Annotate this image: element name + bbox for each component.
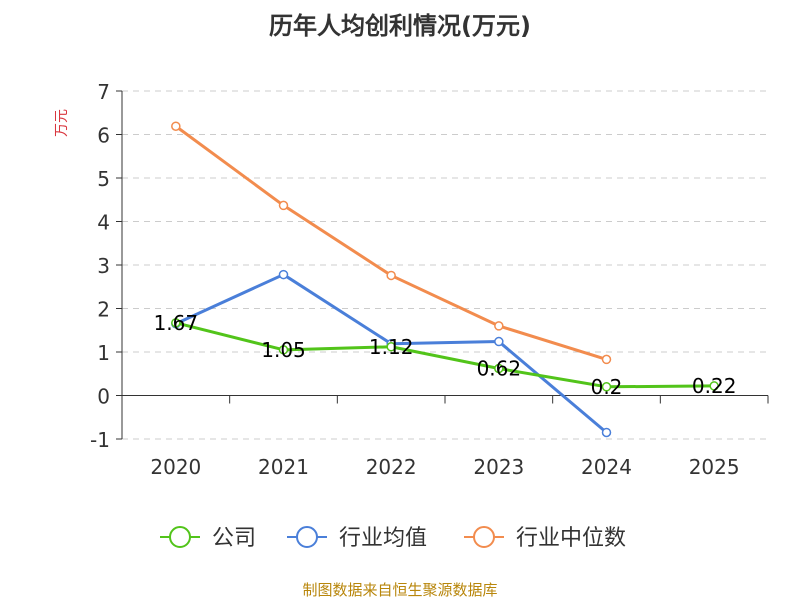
x-tick-label: 2022 [366,455,417,479]
y-tick-label: 1 [97,341,110,365]
legend-label: 行业中位数 [516,526,626,551]
y-axis-title: 万元 [54,109,70,137]
data-point [601,354,612,365]
series-line [174,125,607,361]
data-point [494,336,504,347]
x-tick-label: 2023 [473,455,524,479]
data-point [278,269,289,280]
data-point [494,363,504,374]
legend-label: 行业均值 [339,526,427,551]
chart-title: 历年人均创利情况(万元) [269,12,531,40]
series-line [175,321,715,389]
legend-marker [169,526,191,548]
data-labels: 1.67 1.05 1.12 0.62 0.2 0.22 [154,311,737,399]
x-tick-label: 2025 [689,455,740,479]
data-label: 0.2 [591,375,623,399]
data-point [386,270,396,281]
legend-marker [473,526,495,548]
data-point [278,345,289,355]
y-tick-label: 0 [97,385,110,409]
y-tick-label: 4 [97,211,110,235]
data-point [601,427,612,438]
data-point [386,342,396,352]
y-tick-label: 2 [97,298,110,322]
data-label: 0.22 [692,374,737,398]
x-tick-label: 2024 [581,455,632,479]
data-point [171,121,181,131]
grid-lines [122,90,768,440]
y-tick-label: 7 [97,80,110,104]
series-lines [171,121,719,438]
y-tick-label: 5 [97,167,110,191]
legend-marker [296,526,318,548]
data-point [494,321,504,331]
source-note: 制图数据来自恒生聚源数据库 [302,581,498,599]
data-label: 1.67 [154,311,199,335]
legend: 公司 行业均值 行业中位数 [160,526,626,551]
y-tick-label: 3 [97,254,110,278]
y-tick-label: -1 [90,428,110,452]
data-point [278,200,289,211]
legend-label: 公司 [212,526,256,551]
x-tick-label: 2021 [258,455,309,479]
data-point [171,318,181,328]
x-tick-label: 2020 [150,455,201,479]
data-point [709,381,719,391]
data-label: 0.62 [477,357,522,381]
data-label: 1.12 [369,335,414,359]
y-tick-label: 6 [97,124,110,148]
axes: 7 6 5 4 3 2 1 0 -1 2020 2021 2022 2023 2024 2025 万元 [54,80,769,479]
data-point [601,382,612,392]
data-label: 1.05 [261,338,306,362]
